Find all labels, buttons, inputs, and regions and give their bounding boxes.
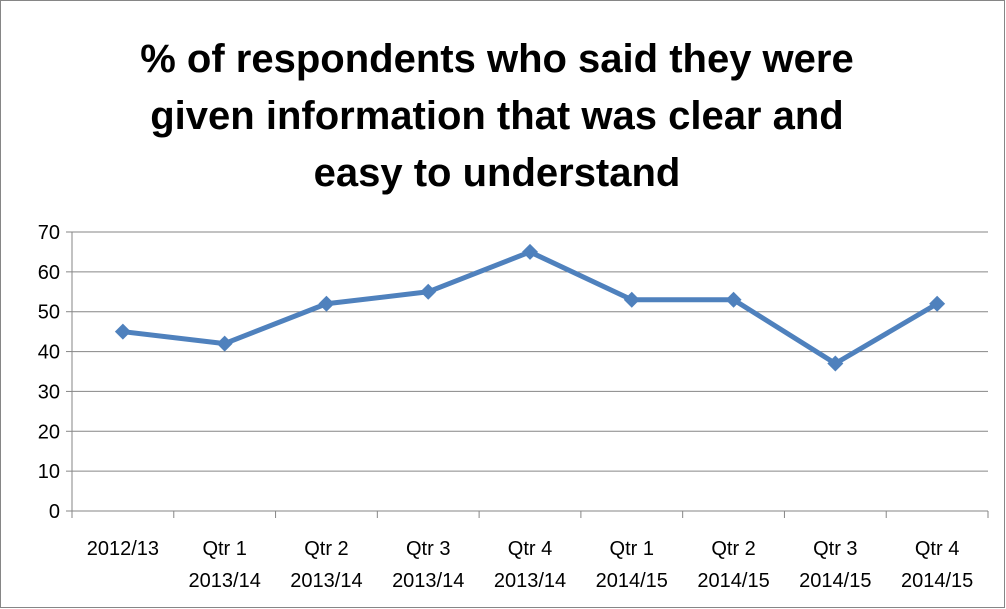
x-tick-label: Qtr 3 2013/14 xyxy=(392,538,464,592)
x-tick-label: Qtr 3 2014/15 xyxy=(799,538,871,592)
marker xyxy=(420,283,437,300)
y-tick-label: 40 xyxy=(38,342,60,364)
y-tick-label: 20 xyxy=(38,421,60,443)
marker xyxy=(623,291,640,308)
chart-title: % of respondents who said they were given… xyxy=(140,37,853,195)
marker xyxy=(522,243,538,260)
marker xyxy=(216,335,233,352)
x-tick-label: 2012/13 xyxy=(87,538,159,560)
y-tick-label: 60 xyxy=(38,262,60,284)
marker xyxy=(114,323,131,340)
x-tick-label: Qtr 2 2013/14 xyxy=(290,538,362,592)
marker xyxy=(318,295,335,312)
y-tick-label: 0 xyxy=(49,501,60,523)
y-tick-label: 10 xyxy=(38,461,60,483)
y-tick-label: 50 xyxy=(38,302,60,324)
marker xyxy=(725,291,742,308)
x-tick-label: Qtr 2 2014/15 xyxy=(697,538,769,592)
x-tick-label: Qtr 1 2014/15 xyxy=(596,538,668,592)
x-tick-label: Qtr 1 2013/14 xyxy=(189,538,261,592)
x-tick-label: Qtr 4 2013/14 xyxy=(494,538,566,592)
y-tick-label: 70 xyxy=(38,222,60,244)
marker xyxy=(929,295,946,312)
marker xyxy=(827,355,844,372)
x-tick-label: Qtr 4 2014/15 xyxy=(901,538,973,592)
y-tick-label: 30 xyxy=(38,381,60,403)
